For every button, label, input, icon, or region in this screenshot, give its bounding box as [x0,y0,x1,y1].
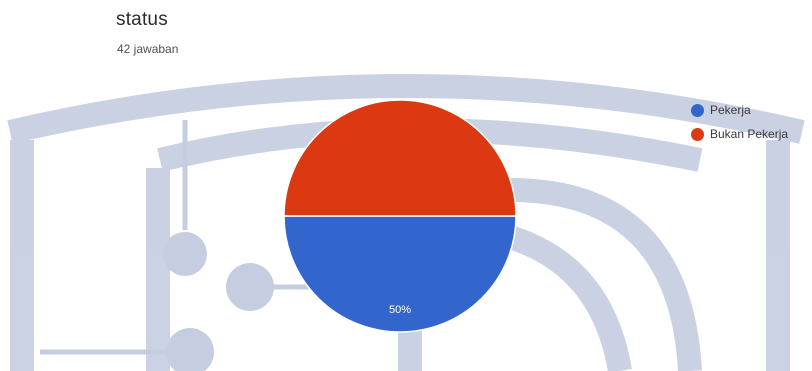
watermark-right-curve [509,178,702,371]
pie-slice-bukan-pekerja[interactable] [283,99,517,217]
question-title: status [116,9,168,30]
watermark-dot-1 [163,232,207,276]
pie-label-bukan-pekerja: 50% [389,304,411,316]
watermark-dot-3 [166,328,214,371]
legend-label-pekerja: Pekerja [710,103,751,117]
watermark-outer-arc [7,74,805,144]
legend-item-pekerja[interactable]: Pekerja [691,98,788,122]
legend-swatch-bukan-pekerja [691,127,704,141]
legend-item-bukan-pekerja[interactable]: Bukan Pekerja [691,122,788,146]
legend-label-bukan-pekerja: Bukan Pekerja [710,127,789,141]
legend-swatch-pekerja [691,103,704,117]
pie-slice-pekerja[interactable] [283,215,517,333]
watermark-dot-2 [226,263,274,311]
response-count: 42 jawaban [117,42,179,56]
chart-legend: Pekerja Bukan Pekerja [691,98,788,146]
